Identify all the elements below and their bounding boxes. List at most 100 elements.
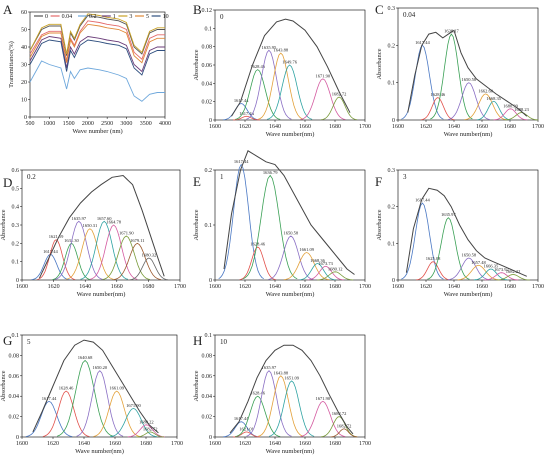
x-tick-label: 1640 xyxy=(269,124,281,130)
band-label: 1679.11 xyxy=(130,238,144,243)
x-tick-label: 1660 xyxy=(299,284,311,290)
band-label: 1643.88 xyxy=(274,48,289,53)
x-axis-label: Wave number(nm) xyxy=(75,448,124,455)
x-axis-label: Wave number(nm) xyxy=(266,291,315,298)
series-line-0 xyxy=(30,16,165,56)
band-label: 1650.58 xyxy=(461,253,476,258)
x-tick-label: 1620 xyxy=(48,284,60,290)
y-tick-label: 0 xyxy=(16,278,19,284)
y-tick-label: 0.08 xyxy=(9,353,20,359)
x-tick-label: 1640 xyxy=(448,124,460,130)
band-label: 1661.09 xyxy=(109,386,124,391)
x-tick-label: 1700 xyxy=(171,441,183,447)
y-tick-label: 0.2 xyxy=(205,168,213,174)
y-tick-label: 0.1 xyxy=(388,241,396,247)
band-label: 1638.17 xyxy=(444,29,459,34)
band-label: 1661.09 xyxy=(299,247,314,252)
panel-letter: H xyxy=(193,333,202,348)
x-tick-label: 1000 xyxy=(43,121,55,127)
y-tick-label: 0.1 xyxy=(205,333,213,339)
y-tick-label: 0.2 xyxy=(388,43,396,49)
panel-g: G 1600 1620 1640 1660 1680 1700 0 0.02 0.04 0.06 0.… xyxy=(0,333,183,455)
band-label: 1621.01 xyxy=(239,426,254,431)
x-tick-label: 1640 xyxy=(448,284,460,290)
x-axis-label: Wave number(nm) xyxy=(266,131,315,138)
y-axis-label: Absorbance xyxy=(193,49,200,80)
band-curve xyxy=(300,79,345,120)
band-label: 1650.31 xyxy=(83,223,98,228)
panel-letter: A xyxy=(3,2,13,17)
y-tick-label: 0.08 xyxy=(202,45,213,51)
x-tick-label: 1620 xyxy=(239,124,251,130)
band-label: 1628.46 xyxy=(250,391,265,396)
x-tick-label: 1700 xyxy=(532,124,544,130)
x-tick-label: 1660 xyxy=(299,441,311,447)
band-curve xyxy=(243,176,297,279)
band-label: 1628.46 xyxy=(59,386,74,391)
x-tick-label: 1620 xyxy=(239,284,251,290)
band-curve xyxy=(93,391,139,436)
axes-frame xyxy=(215,335,365,437)
y-tick-label: 50 xyxy=(21,28,27,34)
band-curve xyxy=(258,376,303,437)
x-tick-label: 2500 xyxy=(101,121,113,127)
x-tick-label: 1600 xyxy=(16,284,28,290)
band-label: 1640.68 xyxy=(78,355,93,360)
legend-label: 10 xyxy=(163,14,169,20)
y-tick-label: 0.02 xyxy=(202,100,213,106)
y-tick-label: 20 xyxy=(21,80,27,86)
x-tick-label: 1680 xyxy=(142,284,154,290)
y-axis-label: Absorbance xyxy=(193,209,200,240)
panel-f: F 1600 1620 1640 1660 1680 1700 0 0.1 0.2 0.3 Wave … xyxy=(375,168,544,298)
band-label: 1673.73 xyxy=(318,261,333,266)
band-curve xyxy=(53,243,91,279)
y-tick-label: 0 xyxy=(392,278,395,284)
y-tick-label: 0 xyxy=(24,115,27,121)
x-tick-label: 4000 xyxy=(159,121,171,127)
y-tick-label: 0.04 xyxy=(202,394,213,400)
band-label: 1636.79 xyxy=(263,170,278,175)
band-curve xyxy=(427,218,469,280)
x-tick-label: 3000 xyxy=(120,121,132,127)
band-curve xyxy=(114,243,161,279)
y-axis-label: Absorbance xyxy=(193,370,200,401)
y-tick-label: 0.1 xyxy=(205,26,213,32)
band-label: 1671.90 xyxy=(316,73,331,78)
band-label: 1680.12 xyxy=(328,266,343,271)
x-tick-label: 1600 xyxy=(209,441,221,447)
y-tick-label: 0.3 xyxy=(388,6,396,12)
x-tick-label: 1640 xyxy=(79,284,91,290)
y-axis-label: Absorbance xyxy=(376,48,383,79)
y-tick-label: 0.1 xyxy=(12,260,20,266)
x-axis-label: Wave number(nm) xyxy=(444,291,493,298)
band-label: 1635.97 xyxy=(72,216,87,221)
band-curve xyxy=(267,65,312,119)
x-tick-label: 1680 xyxy=(140,441,152,447)
y-axis-label: Absorbance xyxy=(0,209,7,240)
y-tick-label: 30 xyxy=(21,63,27,69)
panel-e: E1600 1620 1640 1660 1680 170000.10.2Wave num… xyxy=(193,151,371,298)
band-label: 1671.90 xyxy=(316,396,331,401)
band-label: 1651.09 xyxy=(284,375,299,380)
x-tick-label: 1620 xyxy=(420,284,432,290)
y-tick-label: 0.1 xyxy=(12,333,20,339)
y-tick-label: 0 xyxy=(392,118,395,124)
x-tick-label: 1600 xyxy=(16,441,28,447)
axes-frame xyxy=(398,170,538,280)
x-tick-label: 1660 xyxy=(109,441,121,447)
y-tick-label: 0.04 xyxy=(9,394,20,400)
x-tick-label: 1660 xyxy=(476,124,488,130)
concentration-label: 0.2 xyxy=(27,173,36,181)
x-axis-label: Wave number (nm) xyxy=(72,128,122,135)
panel-letter: E xyxy=(193,174,201,189)
y-tick-label: 0.06 xyxy=(202,374,213,380)
band-curve xyxy=(32,254,70,279)
x-axis-label: Wave number(nm) xyxy=(77,291,126,298)
y-axis-label: Absorbance xyxy=(0,370,7,401)
y-tick-label: 0 xyxy=(209,118,212,124)
x-tick-label: 1640 xyxy=(269,441,281,447)
y-tick-label: 0.06 xyxy=(202,63,213,69)
